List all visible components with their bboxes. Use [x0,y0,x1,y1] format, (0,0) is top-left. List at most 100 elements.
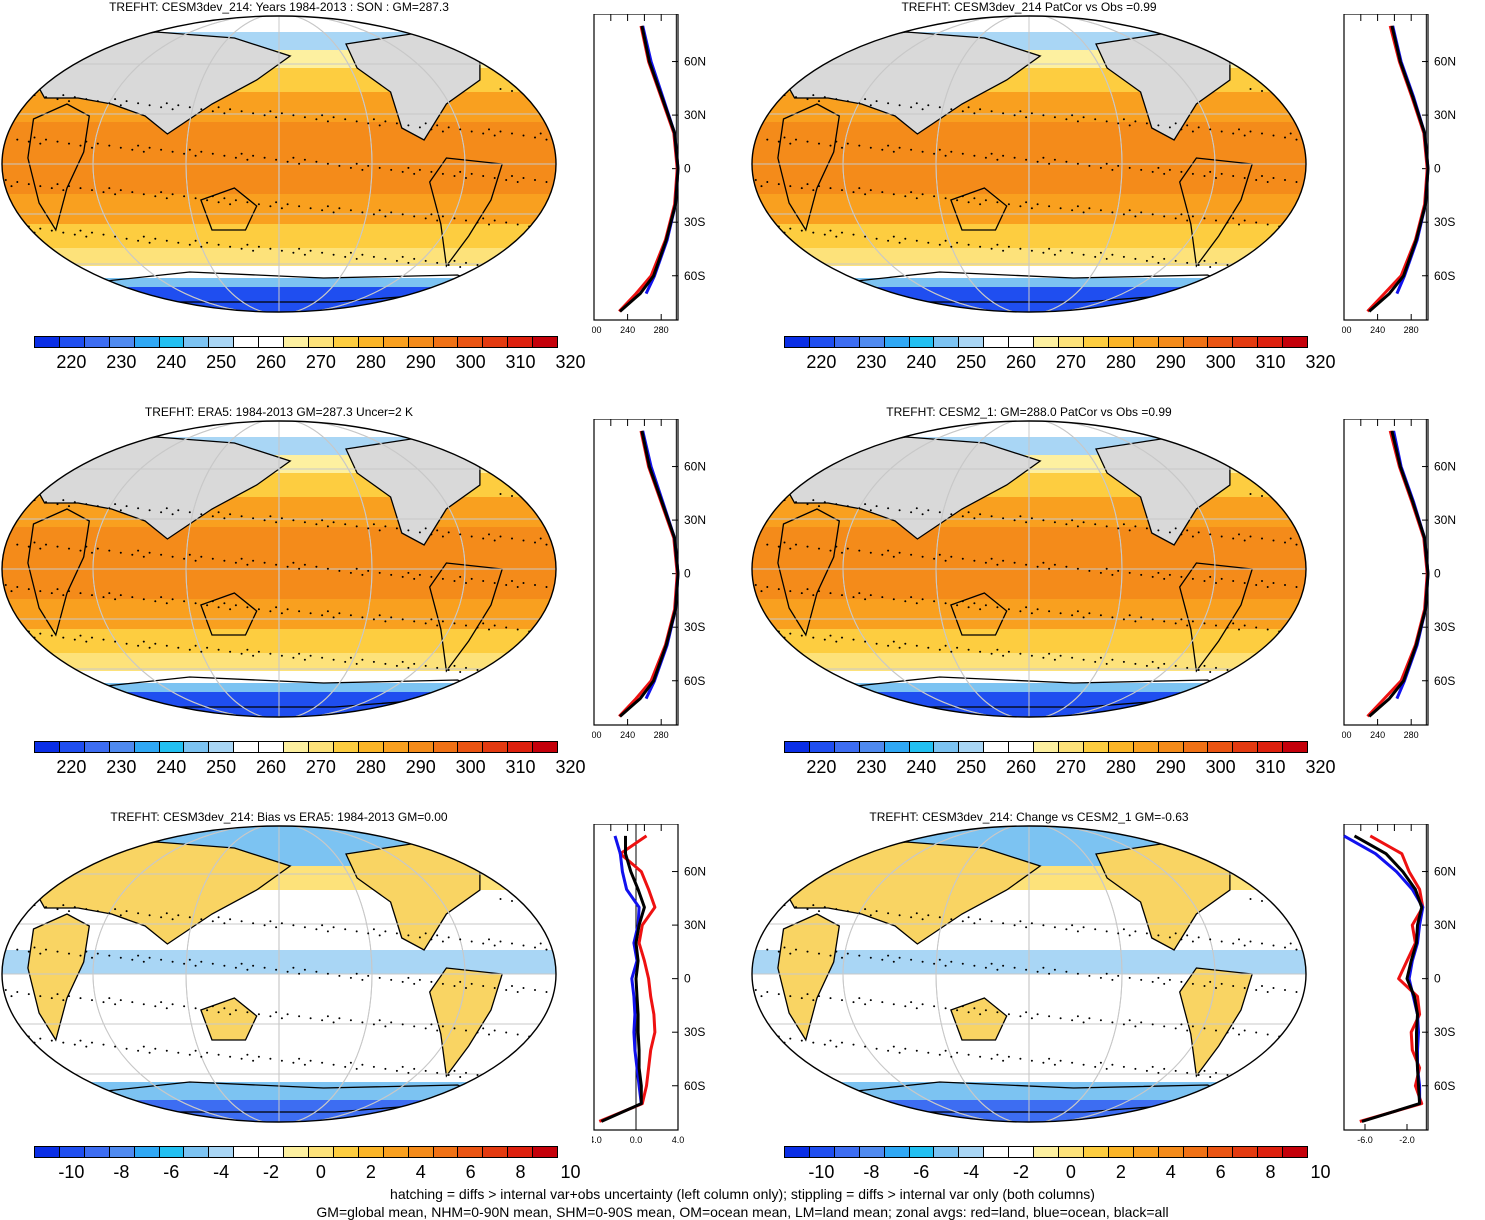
stipple-dot [172,598,174,600]
stipple-dot [1180,533,1182,535]
stipple-dot [511,580,513,582]
stipple-dot [807,98,809,100]
stipple-dot [1060,655,1062,657]
stipple-dot [1002,250,1004,252]
colorbar-tick-label: -6 [913,1162,929,1183]
stipple-dot [425,122,427,124]
stipple-dot [916,1050,918,1052]
stipple-dot [80,230,82,232]
stipple-dot [858,592,860,594]
stipple-dot [34,137,36,139]
stipple-dot [195,197,197,199]
stipple-dot [275,116,277,118]
colorbar-swatch [859,337,884,347]
stipple-dot [1134,1068,1136,1070]
colorbar-tick-label: 230 [106,757,136,778]
stipple-dot [1232,622,1234,624]
stipple-dot [876,238,878,240]
stipple-dot [143,236,145,238]
stipple-dot [1261,495,1263,497]
stipple-dot [200,961,202,963]
stipple-dot [1025,1011,1027,1013]
colorbar-swatch [233,1147,258,1157]
stipple-dot [292,157,294,159]
colorbar-tick-label: 260 [256,757,286,778]
stipple-dot [80,592,82,594]
zonal-all-series [1369,26,1428,312]
stipple-dot [1221,173,1223,175]
stipple-dot [80,145,82,147]
stipple-dot [298,205,300,207]
stipple-dot [258,203,260,205]
stipple-dot [396,1070,398,1072]
stipple-dot [1083,616,1085,618]
stipple-dot [281,655,283,657]
stipple-dot [1106,663,1108,665]
stipple-dot [922,598,924,600]
stipple-dot [511,900,513,902]
stipple-dot [45,906,47,908]
stipple-dot [807,183,809,185]
stipple-dot [858,507,860,509]
stipple-dot [766,96,768,98]
stipple-dot [246,649,248,651]
stipple-dot [1261,90,1263,92]
stipple-dot [1088,1017,1090,1019]
stipple-dot [1002,155,1004,157]
world-map [750,824,1308,1124]
stipple-dot [22,902,24,904]
stipple-dot [430,213,432,215]
stipple-dot [1198,126,1200,128]
stipple-dot [1037,971,1039,973]
stipple-dot [511,538,513,540]
colorbar-tick-label: -4 [213,1162,229,1183]
stipple-dot [5,179,7,181]
colorbar-swatch [933,337,958,347]
stipple-dot [1071,614,1073,616]
stipple-dot [1290,133,1292,135]
zonal-lat-label: 60N [1434,55,1456,69]
stipple-dot [39,185,41,187]
stipple-dot [1008,203,1010,205]
stipple-dot [246,564,248,566]
stipple-dot [292,252,294,254]
stipple-dot [1192,215,1194,217]
stipple-dot [1077,525,1079,527]
stipple-dot [922,151,924,153]
colorbar-swatch [909,1147,934,1157]
stipple-dot [1106,525,1108,527]
stipple-dot [830,997,832,999]
stipple-dot [1227,669,1229,671]
colorbar-swatch [383,1147,408,1157]
stipple-dot [80,550,82,552]
colorbar-swatch [383,337,408,347]
stipple-dot [1209,671,1211,673]
colorbar-swatch [457,337,482,347]
stipple-dot [419,979,421,981]
stipple-dot [853,1001,855,1003]
stipple-dot [1301,92,1303,94]
stipple-dot [149,147,151,149]
stipple-dot [1117,165,1119,167]
stipple-dot [979,1013,981,1015]
stipple-dot [1140,574,1142,576]
stipple-dot [384,663,386,665]
stipple-dot [755,94,757,96]
stipple-dot [772,635,774,637]
stipple-dot [830,550,832,552]
stipple-dot [881,191,883,193]
stipple-dot [419,574,421,576]
stipple-dot [436,625,438,627]
stipple-dot [789,143,791,145]
stipple-dot [1083,1021,1085,1023]
stipple-dot [887,1050,889,1052]
stipple-dot [315,161,317,163]
stipple-dot [1152,981,1154,983]
stipple-dot [1209,171,1211,173]
stipple-dot [1048,610,1050,612]
colorbar-swatch [1257,742,1282,752]
colorbar-tick-label: 2 [366,1162,376,1183]
stipple-dot [292,967,294,969]
stipple-dot [137,507,139,509]
stipple-dot [985,1009,987,1011]
